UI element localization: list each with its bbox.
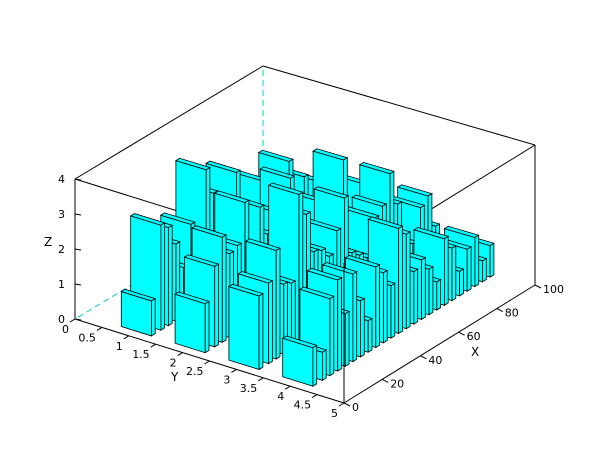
bar-front-face <box>375 263 381 349</box>
y-tick <box>96 326 103 331</box>
z-tick <box>74 283 82 286</box>
bar-front-face <box>312 344 318 387</box>
bar-front-face <box>204 300 210 354</box>
bar-front-face <box>337 276 342 372</box>
bar-front-face <box>466 246 472 292</box>
y-tick-label: 0 <box>62 323 69 336</box>
z-tick-label: 4 <box>58 173 65 186</box>
bar-front-face <box>360 297 365 358</box>
bar <box>120 288 157 337</box>
box-top-edge <box>74 65 264 180</box>
bar-side-face <box>174 293 206 354</box>
bar-front-face <box>390 282 396 339</box>
bar-front-face <box>428 266 434 316</box>
x-tick <box>534 284 542 289</box>
y-tick-label: 3.5 <box>240 382 258 395</box>
y-tick <box>177 352 183 357</box>
y-tick-label: 4 <box>277 390 284 403</box>
y-tick-label: 2.5 <box>186 365 204 378</box>
y-tick-label: 0.5 <box>78 331 96 344</box>
x-tick <box>420 355 427 360</box>
bar-front-face <box>443 235 449 307</box>
bar-front-face <box>321 349 327 382</box>
bars-group <box>120 148 495 387</box>
y-tick-label: 4.5 <box>294 399 312 412</box>
x-tick-label: 80 <box>505 307 519 320</box>
bar-front-face <box>474 234 480 288</box>
z-tick <box>74 318 82 321</box>
bar-front-face <box>436 278 442 311</box>
x-tick-label: 0 <box>352 401 359 414</box>
y-tick <box>69 318 76 323</box>
bar-front-face <box>275 247 281 360</box>
x-tick-label: 100 <box>543 283 564 296</box>
y-tick-label: 1 <box>116 340 123 353</box>
z-tick <box>74 178 82 181</box>
y-tick-label: 2 <box>170 357 177 370</box>
bar-front-face <box>421 256 426 321</box>
z-tick-label: 2 <box>58 243 65 256</box>
bar-front-face <box>214 263 219 348</box>
z-tick <box>74 248 82 251</box>
hidden-edge-base-back <box>74 205 264 320</box>
y-tick <box>204 360 210 365</box>
y-tick <box>231 368 237 373</box>
y-tick-label: 1.5 <box>132 348 150 361</box>
y-tick <box>258 377 264 382</box>
x-tick-label: 20 <box>390 377 404 390</box>
bar-front-face <box>268 280 273 365</box>
bar <box>174 291 210 354</box>
bar-front-face <box>150 297 156 337</box>
x-tick <box>496 308 504 313</box>
y-tick <box>311 394 318 399</box>
bar-front-face <box>167 224 173 327</box>
z-tick-label: 3 <box>58 208 65 221</box>
y-tick <box>284 385 291 390</box>
y-axis-label: Y <box>170 370 179 384</box>
y-tick <box>150 343 156 348</box>
y-tick-label: 5 <box>331 407 338 420</box>
z-axis-label: Z <box>44 235 52 249</box>
bar-front-face <box>258 292 264 371</box>
bar-front-face <box>367 317 373 353</box>
bar-front-face <box>459 268 464 297</box>
bar-front-face <box>451 245 457 302</box>
x-tick-label: 40 <box>428 354 442 367</box>
x-axis-label: X <box>471 345 479 359</box>
bar-front-face <box>352 270 358 363</box>
bar-side-face <box>228 286 260 371</box>
bar-front-face <box>221 234 227 344</box>
bar-front-face <box>482 257 487 283</box>
y-tick <box>338 402 345 407</box>
box-top-edge <box>262 65 536 146</box>
bar <box>281 335 318 387</box>
x-tick <box>343 402 351 407</box>
z-tick-label: 0 <box>58 313 65 326</box>
bar-front-face <box>489 242 495 278</box>
bar-front-face <box>344 310 350 368</box>
bar-front-face <box>405 231 411 330</box>
bar-front-face <box>329 295 335 377</box>
bar-front-face <box>413 268 419 325</box>
x-axis-line <box>343 284 536 404</box>
y-tick-label: 3 <box>223 373 230 386</box>
z-tick-label: 1 <box>58 278 65 291</box>
bar-front-face <box>398 225 403 335</box>
z-tick <box>74 213 82 216</box>
bar <box>227 283 264 371</box>
x-tick <box>458 331 465 336</box>
x-tick <box>381 378 389 383</box>
bar-front-face <box>382 269 388 344</box>
x-tick-label: 60 <box>467 330 481 343</box>
bar-front-face <box>160 222 166 331</box>
y-tick <box>123 335 130 340</box>
